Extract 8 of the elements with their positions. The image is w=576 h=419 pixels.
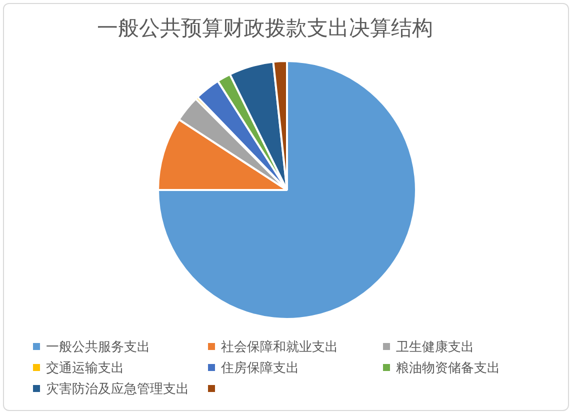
legend-label: 住房保障支出 (221, 360, 299, 376)
legend-label: 灾害防治及应急管理支出 (46, 380, 189, 398)
legend-label: 粮油物资储备支出 (396, 360, 500, 376)
chart-title: 一般公共预算财政拨款支出决算结构 (96, 15, 434, 42)
legend-label: 交通运输支出 (46, 360, 124, 376)
legend-label: 卫生健康支出 (396, 338, 474, 356)
legend-label: 社会保障和就业支出 (221, 338, 338, 356)
legend-label: 一般公共服务支出 (46, 338, 150, 356)
